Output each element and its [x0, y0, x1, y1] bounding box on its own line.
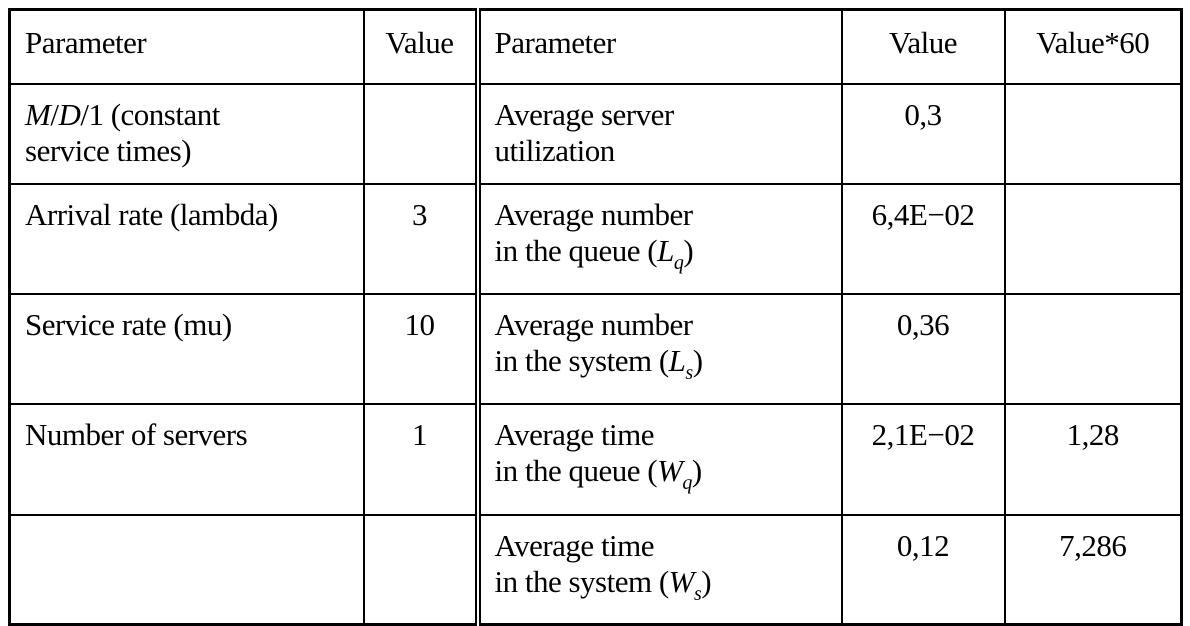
cell-line: in the queue (Lq) [495, 233, 827, 281]
cell-line: Number of servers [25, 417, 248, 452]
table-cell: Average number in the system (Ls) [476, 293, 843, 405]
table-cell: Average time in the system (Ws) [476, 514, 843, 626]
table-cell: Average number in the queue (Lq) [476, 183, 843, 295]
cell-line: 0,36 [896, 307, 950, 342]
table-row: Number of servers 1 Average time in the que… [8, 403, 1183, 516]
math-symbol: D [58, 97, 81, 132]
header-text: Parameter [25, 25, 147, 60]
text-part: ) [683, 233, 694, 268]
table-cell: 2,1E−02 [840, 403, 1006, 516]
cell-line: Service rate (mu) [25, 307, 232, 342]
math-symbol: W [657, 453, 683, 488]
table-cell [1003, 83, 1183, 185]
cell-line: service times) [25, 133, 192, 168]
text-part: in the queue ( [494, 233, 658, 268]
table-row: Service rate (mu) 10 Average number in the … [8, 293, 1183, 405]
table-row: M/D/1 (constant service times) Average ser… [8, 83, 1183, 185]
cell-line: 0,3 [904, 97, 942, 132]
text-part: in the queue ( [494, 453, 658, 488]
table-cell: 7,286 [1003, 514, 1183, 626]
math-subscript: s [685, 362, 693, 384]
math-subscript: q [682, 472, 692, 494]
math-symbol: M [25, 97, 51, 132]
text-part: ) [692, 343, 703, 378]
table-cell: 0,36 [840, 293, 1006, 405]
table-cell: Average time in the queue (Wq) [476, 403, 843, 516]
table-cell [362, 83, 481, 185]
math-symbol: L [668, 343, 686, 378]
header-text: Value [385, 25, 454, 60]
cell-line: Average number [494, 307, 694, 342]
cell-line: 2,1E−02 [871, 417, 975, 452]
table-cell [8, 514, 365, 626]
text-part: in the system ( [494, 343, 670, 378]
table-cell [1003, 293, 1183, 405]
table-cell: M/D/1 (constant service times) [8, 83, 365, 185]
cell-line: in the system (Ls) [495, 343, 827, 391]
math-symbol: L [657, 233, 674, 268]
cell-line: 3 [412, 197, 428, 232]
table-cell: 0,3 [840, 83, 1006, 185]
table-cell: 10 [362, 293, 481, 405]
cell-line: 1 [412, 417, 428, 452]
table-cell: 6,4E−02 [840, 183, 1006, 295]
text-part: / [50, 97, 59, 132]
cell-line: utilization [494, 133, 616, 168]
cell-line: Average number [494, 197, 694, 232]
cell-line: Arrival rate (lambda) [25, 197, 278, 232]
cell-line: Average server [494, 97, 675, 132]
cell-line: 0,12 [896, 528, 950, 563]
table-cell: Parameter [476, 8, 843, 85]
table-cell: Number of servers [8, 403, 365, 516]
table-cell [1003, 183, 1183, 295]
table-cell: Parameter [8, 8, 365, 85]
table-cell: 3 [362, 183, 481, 295]
header-text: Parameter [494, 25, 617, 60]
math-subscript: s [694, 583, 702, 605]
text-part: ) [701, 564, 712, 599]
table-cell: Arrival rate (lambda) [8, 183, 365, 295]
header-row: Parameter Value Parameter Value Value*60 [8, 8, 1183, 85]
table-row: Average time in the system (Ws) 0,12 7,286 [8, 514, 1183, 626]
table-cell: Value [362, 8, 481, 85]
cell-line: 1,28 [1066, 417, 1120, 452]
table-cell [362, 514, 481, 626]
cell-line: in the system (Ws) [495, 564, 827, 612]
table-cell: 1,28 [1003, 403, 1183, 516]
math-subscript: q [673, 252, 684, 274]
table-cell: Average server utilization [476, 83, 843, 185]
cell-line: M/D/1 (constant [25, 97, 349, 133]
cell-line: Average time [494, 417, 655, 452]
table-cell: 0,12 [840, 514, 1006, 626]
cell-line: 6,4E−02 [871, 197, 975, 232]
text-part: /1 (constant [80, 97, 220, 132]
math-symbol: W [668, 564, 695, 599]
table-cell: Value*60 [1003, 8, 1183, 85]
table-cell: Value [840, 8, 1006, 85]
header-text: Value*60 [1036, 25, 1150, 60]
table-row: Arrival rate (lambda) 3 Average number in t… [8, 183, 1183, 295]
table-cell: Service rate (mu) [8, 293, 365, 405]
cell-line: 7,286 [1059, 528, 1127, 563]
cell-line: 10 [404, 307, 436, 342]
cell-line: Average time [494, 528, 655, 563]
table-body: Parameter Value Parameter Value Value*60 M/D/… [8, 8, 1183, 626]
queue-table: Parameter Value Parameter Value Value*60 M/D/… [8, 8, 1183, 626]
text-part: ) [691, 453, 702, 488]
table-cell: 1 [362, 403, 481, 516]
header-text: Value [888, 25, 958, 60]
cell-line: in the queue (Wq) [495, 453, 827, 501]
text-part: in the system ( [494, 564, 670, 599]
